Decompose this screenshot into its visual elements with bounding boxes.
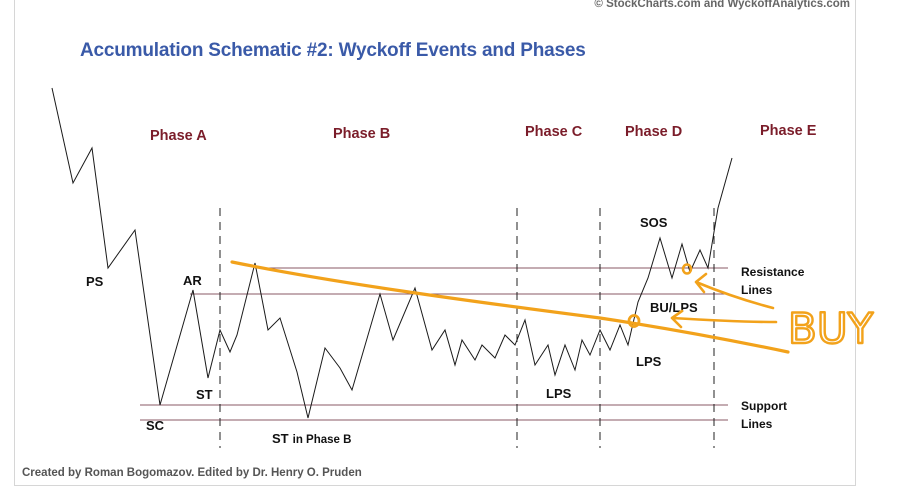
phase-dividers (219, 208, 715, 448)
copyright-text: © StockCharts.com and WyckoffAnalytics.c… (594, 0, 850, 10)
buy-text: BUY (788, 304, 874, 353)
phase-b-label: Phase B (333, 126, 390, 142)
trend-line-drawn (230, 260, 790, 354)
resistance-label-1: Resistance (741, 265, 805, 279)
event-lps-d: LPS (636, 354, 662, 369)
credit-text: Created by Roman Bogomazov. Edited by Dr… (22, 467, 362, 479)
event-sc: SC (146, 418, 165, 433)
support-label-2: Lines (741, 417, 773, 431)
phase-e-label: Phase E (760, 123, 817, 139)
buy-annotation: BUY (230, 260, 875, 354)
page-title: Accumulation Schematic #2: Wyckoff Event… (80, 40, 586, 61)
event-lps-c: LPS (546, 386, 572, 401)
event-bu-lps: BU/LPS (650, 300, 698, 315)
chart-frame (14, 0, 856, 486)
buy-circle-lower (627, 314, 641, 328)
support-label-1: Support (741, 399, 787, 413)
arrow-upper (694, 272, 775, 310)
event-sos: SOS (640, 215, 668, 230)
event-st-phase-b: ST in Phase B (272, 431, 351, 446)
resistance-label-2: Lines (741, 283, 773, 297)
phase-c-label: Phase C (525, 124, 583, 140)
phase-d-label: Phase D (625, 124, 682, 140)
event-ar: AR (183, 273, 202, 288)
phase-a-label: Phase A (150, 128, 207, 144)
buy-circle-upper (681, 263, 693, 275)
arrow-lower (670, 309, 778, 329)
event-st: ST (196, 387, 213, 402)
event-ps: PS (86, 274, 104, 289)
price-path (51, 87, 733, 419)
level-lines (140, 267, 728, 421)
